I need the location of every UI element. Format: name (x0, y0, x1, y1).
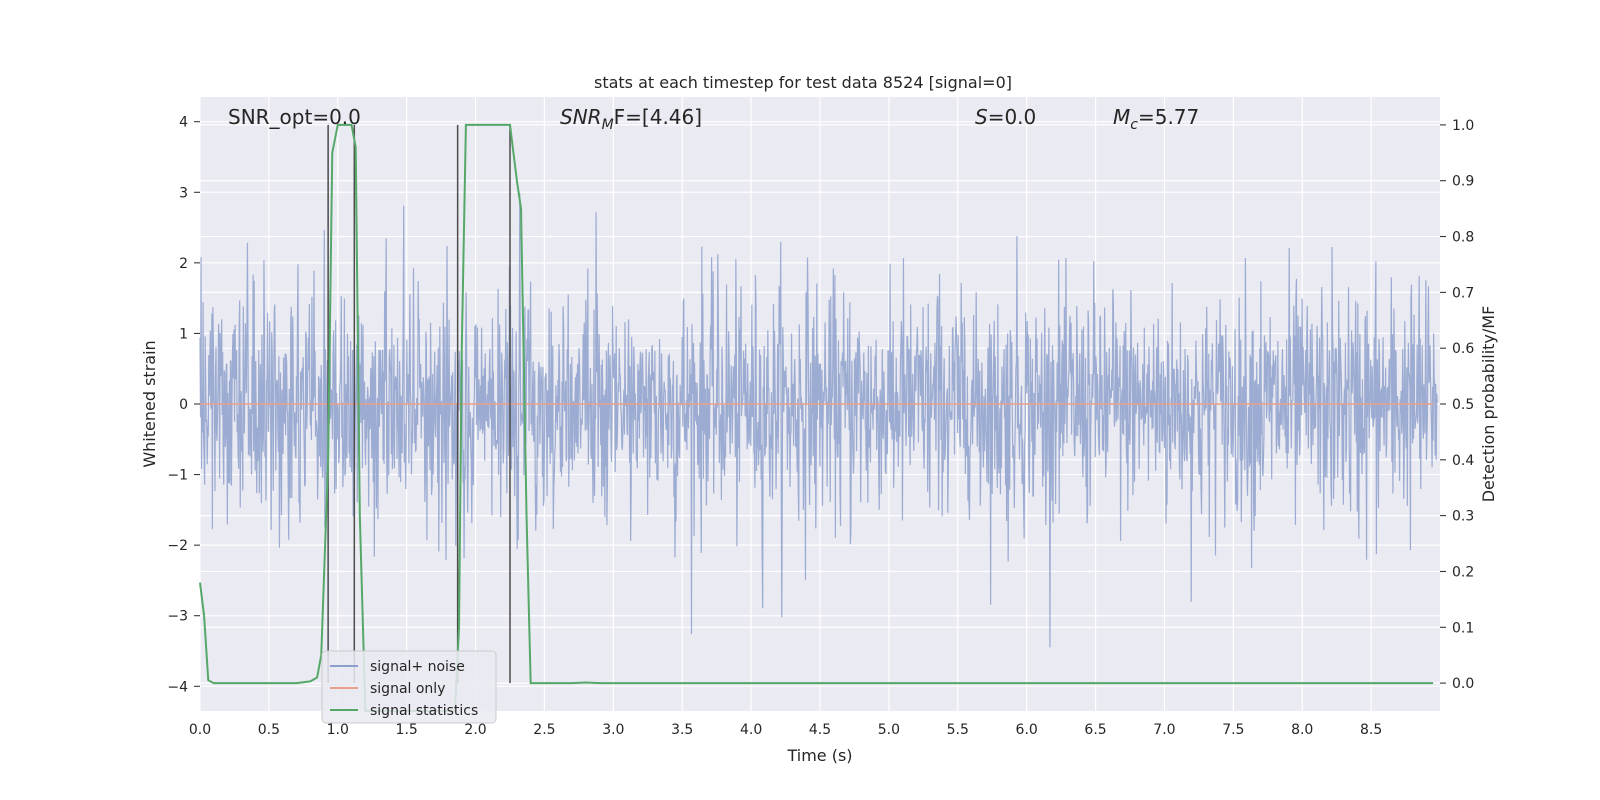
y-tick-label: −3 (167, 609, 188, 625)
y2-tick-label: 0.7 (1452, 285, 1474, 301)
y-tick-label: −4 (167, 679, 188, 695)
y2-tick-label: 0.3 (1452, 509, 1474, 525)
y2-tick-label: 1.0 (1452, 118, 1474, 134)
legend: signal+ noise signal only signal statistic… (321, 650, 497, 724)
x-tick-label: 0.0 (189, 722, 211, 738)
y2-tick-label: 0.6 (1452, 341, 1474, 357)
x-tick-label: 8.5 (1360, 722, 1382, 738)
y2-tick-label: 0.0 (1452, 676, 1474, 692)
y2-tick-label: 0.4 (1452, 453, 1474, 469)
x-tick-label: 1.5 (396, 722, 418, 738)
x-tick-label: 4.5 (809, 722, 831, 738)
x-tick-label: 5.0 (878, 722, 900, 738)
x-tick-label: 3.0 (602, 722, 624, 738)
y2-tick-label: 0.1 (1452, 620, 1474, 636)
series-signal-plus-noise (199, 192, 1438, 648)
x-tick-label: 3.5 (671, 722, 693, 738)
y-tick-label: 3 (179, 185, 188, 201)
annotation-snr-mf: SNRMF=[4.46] (560, 105, 702, 133)
y-tick-label: −2 (167, 538, 188, 554)
x-tick-label: 2.0 (464, 722, 486, 738)
y2-ticks: 0.0 0.1 0.2 0.3 0.4 0.5 0.6 0.7 0.8 0.9 1.0 (1440, 118, 1474, 692)
y2-tick-label: 0.9 (1452, 174, 1474, 190)
y-tick-label: −1 (167, 468, 188, 484)
x-tick-label: 7.5 (1222, 722, 1244, 738)
x-tick-label: 0.5 (258, 722, 280, 738)
annotations: SNR_opt=0.0 SNRMF=[4.46] S=0.0 Mc=5.77 (228, 105, 1199, 133)
x-tick-label: 1.0 (327, 722, 349, 738)
x-tick-label: 2.5 (533, 722, 555, 738)
legend-entry: signal+ noise (370, 659, 465, 675)
y-axis-label: Whitened strain (140, 340, 159, 467)
x-tick-label: 5.5 (947, 722, 969, 738)
x-ticks: 0.0 0.5 1.0 1.5 2.0 2.5 3.0 3.5 4.0 4.5 5.0 5.5 6.0 6… (189, 722, 1382, 738)
y-tick-label: 2 (179, 256, 188, 272)
legend-entry: signal only (370, 681, 445, 697)
legend-entry: signal statistics (370, 703, 478, 719)
annotation-mc-value: Mc=5.77 (1113, 105, 1199, 133)
annotation-s-value: S=0.0 (975, 105, 1036, 129)
x-axis-label: Time (s) (786, 746, 852, 765)
chart-title: stats at each timestep for test data 852… (594, 73, 1012, 92)
legend-frame (321, 650, 497, 724)
signal-plus-noise-line (199, 192, 1438, 648)
y-tick-label: 4 (179, 115, 188, 131)
y-tick-label: 1 (179, 326, 188, 342)
y-tick-label: 0 (179, 397, 188, 413)
y2-tick-label: 0.5 (1452, 397, 1474, 413)
annotation-snr-opt: SNR_opt=0.0 (228, 105, 361, 129)
x-tick-label: 8.0 (1291, 722, 1313, 738)
x-tick-label: 4.0 (740, 722, 762, 738)
x-tick-label: 7.0 (1153, 722, 1175, 738)
x-tick-label: 6.0 (1016, 722, 1038, 738)
y-ticks: −4 −3 −2 −1 0 1 2 3 4 (167, 115, 200, 695)
x-tick-label: 6.5 (1084, 722, 1106, 738)
y2-tick-label: 0.8 (1452, 230, 1474, 246)
y2-tick-label: 0.2 (1452, 564, 1474, 580)
y2-axis-label: Detection probability/MF (1479, 306, 1498, 503)
